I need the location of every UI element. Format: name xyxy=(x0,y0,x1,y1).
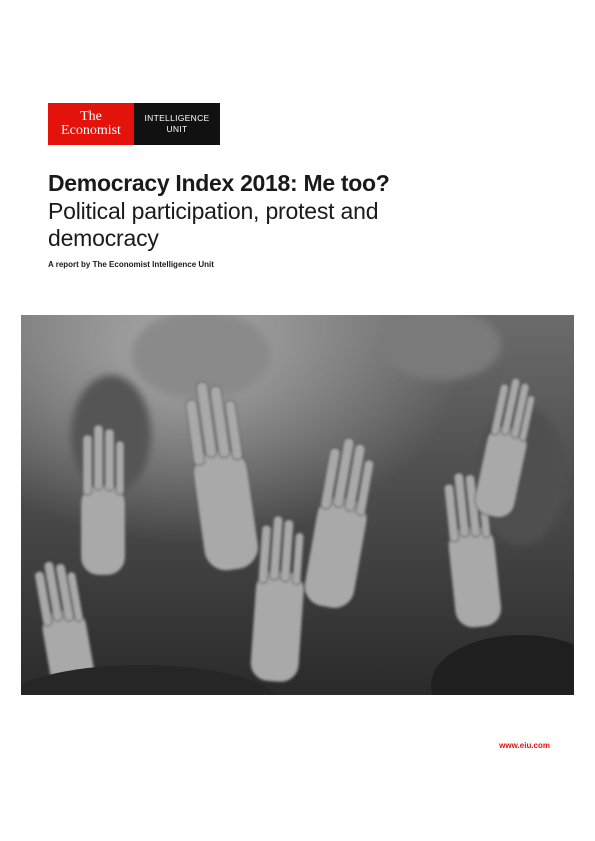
cover-photo xyxy=(21,315,574,695)
eiu-logo: The Economist INTELLIGENCE UNIT xyxy=(48,103,220,145)
logo-brand-line1: The xyxy=(80,109,102,124)
report-byline: A report by The Economist Intelligence U… xyxy=(48,260,214,269)
report-subtitle: Political participation, protest and dem… xyxy=(48,198,379,251)
report-title: Democracy Index 2018: Me too? xyxy=(48,170,390,196)
logo-unit-line1: INTELLIGENCE xyxy=(144,113,210,124)
logo-brand-line2: Economist xyxy=(61,123,121,138)
intelligence-unit-logo-block: INTELLIGENCE UNIT xyxy=(134,103,220,145)
logo-unit-line2: UNIT xyxy=(166,124,188,134)
website-link[interactable]: www.eiu.com xyxy=(499,741,550,750)
economist-logo-block: The Economist xyxy=(48,103,134,145)
raised-hands-illustration xyxy=(21,315,574,695)
